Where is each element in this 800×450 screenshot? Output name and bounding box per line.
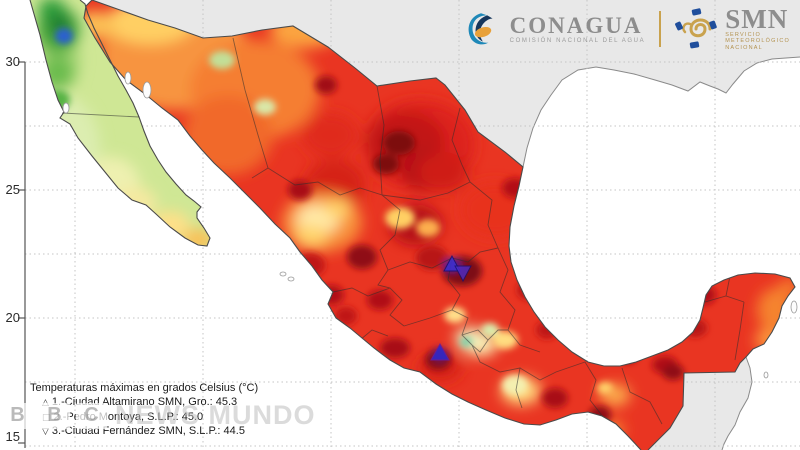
station-markers [430, 254, 472, 364]
triangle-up-icon: △ [42, 398, 49, 408]
station-marker-1-triangle [430, 342, 450, 361]
smn-tagline-line3: NACIONAL [725, 44, 763, 51]
baja-state-line [61, 112, 140, 118]
lat-label-20: 20 [5, 310, 20, 325]
smn-wordmark: SMN [725, 3, 789, 34]
logo-separator [659, 11, 662, 47]
legend-station-3: ▽ 3.-Ciudad Fernández SMN, S.L.P.: 44.5 [30, 425, 258, 440]
smn-logo: SMN SERVICIO METEOROLÓGICO NACIONAL [673, 3, 790, 52]
latitude-axis [18, 61, 26, 448]
islands [62, 71, 798, 379]
baja-outline [29, 0, 211, 247]
smn-hurricane-icon [675, 8, 717, 49]
mexico-outline [83, 0, 796, 450]
legend-block: Temperaturas máximas en grados Celsius (… [30, 382, 258, 440]
legend-station-1-text: 1.-Ciudad Altamirano SMN, Gro.: 45.3 [51, 396, 238, 408]
smn-tagline-line2: METEOROLÓGICO [725, 38, 790, 45]
header-logos: CONAGUA COMISIÓN NACIONAL DEL AGUA SMN S… [460, 2, 790, 56]
station-marker-3-triangle [454, 265, 472, 283]
us-land [92, 0, 800, 168]
legend-station-3-text: 3.-Ciudad Fernández SMN, S.L.P.: 44.5 [51, 425, 245, 437]
legend-station-2-text: 2.-Pedro Montoya, S.L.P.: 45.0 [53, 410, 204, 423]
lat-label-30: 30 [5, 54, 20, 69]
legend-title: Temperaturas máximas en grados Celsius (… [30, 382, 259, 394]
guatemala-belize-land [648, 356, 753, 450]
square-icon: □ [42, 412, 51, 423]
conagua-logo: CONAGUA COMISIÓN NACIONAL DEL AGUA [460, 8, 646, 50]
conagua-water-icon [468, 13, 493, 45]
triangle-down-icon: ▽ [42, 427, 49, 437]
conagua-tagline: COMISIÓN NACIONAL DEL AGUA [509, 37, 646, 44]
smn-tagline-line1: SERVICIO [725, 31, 761, 38]
lat-label-25: 25 [5, 182, 20, 197]
lat-label-15: 15 [5, 429, 20, 444]
conagua-wordmark: CONAGUA [509, 12, 643, 38]
legend-station-2: □ 2.-Pedro Montoya, S.L.P.: 45.0 [30, 411, 258, 426]
legend-station-1: △ 1.-Ciudad Altamirano SMN, Gro.: 45.3 [30, 396, 258, 411]
